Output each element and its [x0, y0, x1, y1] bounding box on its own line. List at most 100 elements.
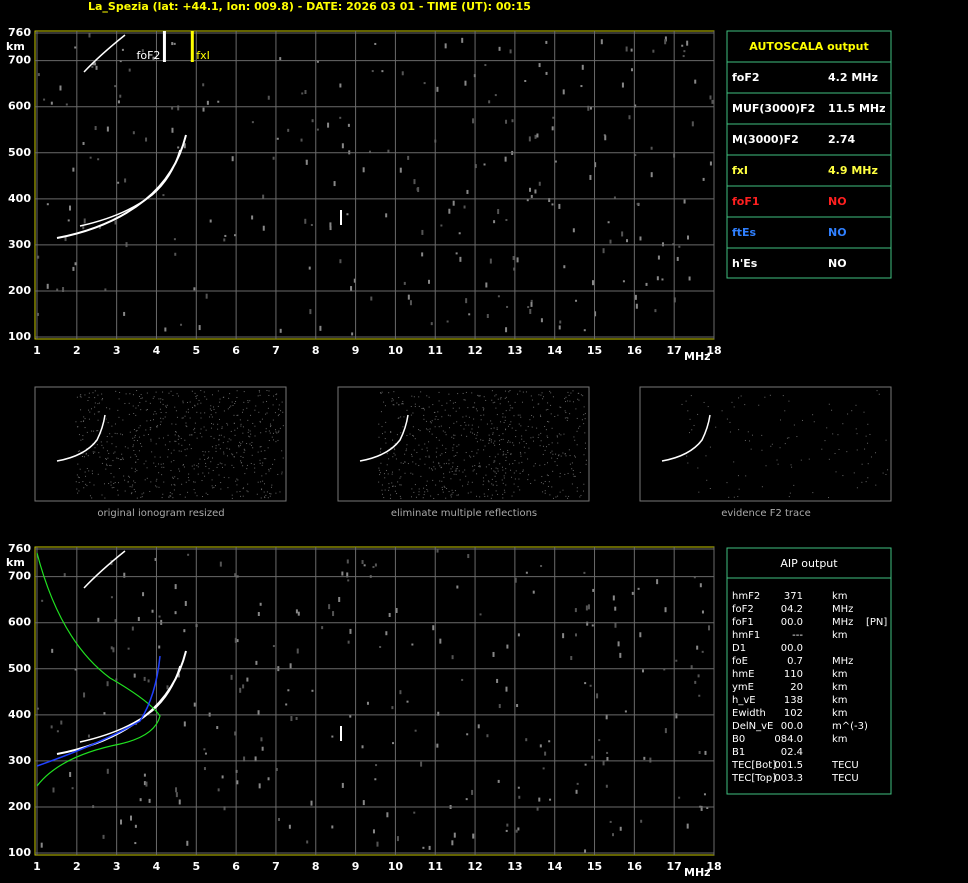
- thumb-noise: [242, 488, 244, 490]
- thumb-noise: [559, 406, 561, 408]
- thumb-noise: [770, 445, 772, 447]
- thumb-noise: [210, 405, 212, 407]
- noise: [114, 220, 117, 225]
- thumb-trace: [661, 414, 711, 462]
- noise: [308, 266, 311, 270]
- aip-cell: km: [832, 669, 848, 680]
- noise: [339, 83, 342, 88]
- thumb-noise: [424, 463, 426, 465]
- thumb-noise: [502, 469, 504, 471]
- thumb-noise: [547, 402, 549, 404]
- thumb-noise: [447, 414, 449, 416]
- thumb-noise: [429, 431, 431, 433]
- noise: [206, 100, 209, 105]
- noise: [254, 756, 257, 762]
- thumb-noise: [494, 440, 496, 442]
- y-tick-label: 200: [8, 800, 31, 813]
- thumb-noise: [564, 417, 566, 419]
- noise: [123, 311, 126, 316]
- thumb-noise: [381, 391, 383, 393]
- thumb-noise: [423, 494, 425, 496]
- thumb-noise: [567, 400, 569, 402]
- noise: [198, 325, 201, 331]
- thumb-noise: [109, 433, 111, 435]
- noise: [498, 704, 501, 709]
- thumb-noise: [504, 429, 506, 431]
- thumb-noise: [204, 475, 206, 477]
- noise: [463, 205, 466, 209]
- noise: [37, 707, 40, 710]
- thumb-noise: [135, 414, 137, 416]
- thumb-noise: [556, 436, 558, 438]
- noise: [605, 714, 608, 720]
- thumb-noise: [223, 436, 225, 438]
- thumb-noise: [388, 483, 390, 485]
- thumb-noise: [200, 412, 202, 414]
- thumb-noise: [215, 450, 217, 452]
- thumb-noise: [728, 496, 730, 498]
- noise: [350, 286, 353, 292]
- aip-cell: km: [832, 695, 848, 706]
- thumb-noise: [494, 471, 496, 473]
- noise: [631, 591, 634, 595]
- thumb-noise: [529, 419, 531, 421]
- aip-cell: hmF2: [732, 591, 760, 602]
- thumb-noise: [204, 396, 206, 398]
- thumb-noise: [215, 445, 217, 447]
- thumb-noise: [172, 395, 174, 397]
- thumb-noise: [517, 486, 519, 488]
- table-title: AUTOSCALA output: [749, 40, 868, 53]
- noise: [536, 807, 539, 811]
- thumb-noise: [227, 487, 229, 489]
- noise: [134, 824, 137, 828]
- noise: [88, 33, 91, 38]
- thumb-noise: [451, 493, 453, 495]
- noise: [259, 602, 262, 606]
- noise: [300, 138, 303, 142]
- thumb-noise: [504, 416, 506, 418]
- thumb-noise: [130, 493, 132, 495]
- row-value: 4.9 MHz: [828, 164, 878, 177]
- thumb-noise: [129, 393, 131, 395]
- thumb-noise: [446, 402, 448, 404]
- thumb-noise: [201, 436, 203, 438]
- thumb-noise: [846, 451, 848, 453]
- y-tick-label: 500: [8, 146, 31, 159]
- thumb-noise: [507, 425, 509, 427]
- thumb-noise: [557, 455, 559, 457]
- thumb-noise: [188, 473, 190, 475]
- noise: [97, 617, 100, 622]
- x-tick-label: 3: [113, 344, 121, 357]
- thumb-noise: [540, 432, 542, 434]
- f2-trace: [79, 149, 181, 227]
- thumb-noise: [404, 461, 406, 463]
- thumb-noise: [394, 454, 396, 456]
- thumb-noise: [92, 451, 94, 453]
- noise: [137, 616, 140, 621]
- row-label: MUF(3000)F2: [732, 102, 815, 115]
- thumb-noise: [515, 470, 517, 472]
- thumb-noise: [437, 411, 439, 413]
- thumb-noise: [488, 464, 490, 466]
- thumb-noise: [143, 463, 145, 465]
- thumb-noise: [687, 410, 689, 412]
- thumb-noise: [483, 414, 485, 416]
- noise: [688, 276, 691, 281]
- thumb-noise: [443, 473, 445, 475]
- thumb-noise: [124, 490, 126, 492]
- thumb-noise: [134, 436, 136, 438]
- thumb-noise: [131, 486, 133, 488]
- noise: [514, 577, 517, 583]
- noise: [234, 573, 237, 577]
- thumb-noise: [474, 402, 476, 404]
- thumb-noise: [572, 469, 574, 471]
- noise: [184, 600, 187, 606]
- thumb-noise: [132, 437, 134, 439]
- thumb-noise: [455, 468, 457, 470]
- thumb-noise: [693, 424, 695, 426]
- thumb-noise: [265, 494, 267, 496]
- noise: [624, 710, 627, 713]
- thumb-noise: [569, 463, 571, 465]
- noise: [637, 587, 640, 590]
